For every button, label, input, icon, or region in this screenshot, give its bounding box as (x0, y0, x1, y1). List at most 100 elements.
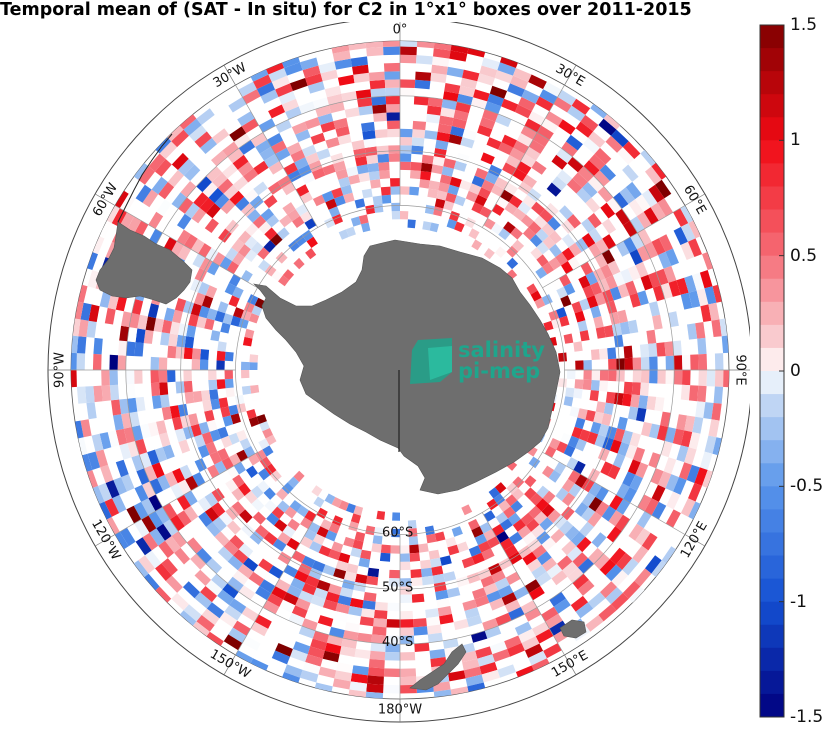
data-cell (574, 417, 586, 430)
data-cell (573, 388, 583, 399)
data-cell (615, 208, 630, 226)
data-cell (101, 370, 110, 386)
data-cell (237, 111, 255, 127)
data-cell (176, 229, 191, 246)
data-cell (199, 359, 209, 370)
data-cell (109, 384, 120, 401)
data-cell (665, 370, 675, 385)
data-cell (133, 501, 149, 520)
data-cell (183, 118, 202, 136)
data-cell (391, 202, 400, 212)
data-cell (206, 166, 223, 182)
data-cell (460, 77, 478, 90)
data-cell (376, 510, 386, 520)
data-cell (76, 336, 87, 354)
data-cell (263, 487, 276, 500)
colorbar-segment (760, 394, 784, 418)
data-cell (237, 161, 254, 177)
data-cell (335, 126, 350, 137)
data-cell (641, 532, 658, 551)
data-cell (365, 204, 376, 215)
data-cell (598, 604, 617, 622)
data-cell (282, 269, 295, 281)
data-cell (572, 552, 588, 568)
data-cell (426, 616, 441, 627)
data-cell (368, 171, 380, 181)
data-cell (224, 282, 237, 296)
data-cell (478, 187, 491, 199)
data-cell (221, 457, 234, 471)
data-cell (578, 275, 591, 289)
data-cell (85, 386, 95, 403)
data-cell (196, 176, 212, 193)
longitude-line (235, 512, 319, 656)
data-cell (426, 105, 442, 116)
data-cell (251, 305, 263, 316)
data-cell (648, 423, 661, 439)
data-cell (572, 573, 589, 590)
data-cell (625, 444, 638, 460)
data-cell (627, 265, 641, 281)
data-cell (359, 616, 374, 627)
data-cell (228, 96, 247, 113)
data-cell (129, 313, 140, 329)
data-cell (390, 186, 400, 195)
data-cell (368, 659, 385, 669)
data-cell (518, 97, 536, 112)
data-cell (443, 571, 457, 582)
data-cell (599, 370, 609, 381)
data-cell (241, 370, 250, 379)
data-cell (171, 192, 187, 209)
data-cell (436, 190, 448, 201)
data-cell (368, 71, 385, 81)
data-cell (216, 360, 225, 370)
data-cell (648, 184, 665, 203)
data-cell (191, 621, 210, 639)
data-cell (305, 248, 317, 260)
data-cell (371, 634, 387, 644)
data-cell (623, 381, 633, 395)
data-cell (109, 370, 118, 386)
data-cell (562, 561, 578, 577)
data-cell (590, 101, 609, 119)
data-cell (576, 536, 592, 553)
data-cell (372, 104, 387, 114)
data-cell (324, 642, 342, 655)
data-cell (361, 222, 371, 233)
data-cell (542, 262, 555, 275)
data-cell (170, 483, 184, 499)
data-cell (563, 333, 574, 344)
data-cell (183, 234, 198, 250)
data-cell (623, 220, 638, 237)
longitude-label: 180°W (378, 703, 422, 718)
data-cell (224, 605, 242, 621)
data-cell (629, 292, 641, 308)
data-cell (245, 465, 258, 478)
data-cell (275, 643, 293, 657)
data-cell (238, 230, 252, 244)
data-cell (547, 509, 561, 524)
data-cell (494, 246, 507, 258)
colorbar-segment (760, 25, 784, 49)
data-cell (567, 256, 581, 270)
data-cell (338, 176, 351, 188)
data-cell (507, 83, 525, 97)
data-cell (400, 610, 414, 620)
new-zealand-landmass (409, 643, 467, 691)
data-cell (334, 58, 352, 70)
data-cell (295, 597, 311, 611)
data-cell (535, 266, 548, 279)
data-cell (131, 299, 144, 315)
data-cell (502, 162, 517, 176)
data-cell (373, 203, 384, 213)
data-cell (304, 117, 321, 130)
data-cell (171, 592, 189, 611)
data-cell (121, 412, 132, 429)
data-cell (305, 575, 320, 588)
data-cell (508, 551, 523, 565)
data-cell (714, 353, 724, 370)
data-cell (172, 468, 185, 484)
data-cell (186, 537, 203, 554)
data-cell (139, 452, 152, 469)
data-cell (381, 194, 392, 204)
